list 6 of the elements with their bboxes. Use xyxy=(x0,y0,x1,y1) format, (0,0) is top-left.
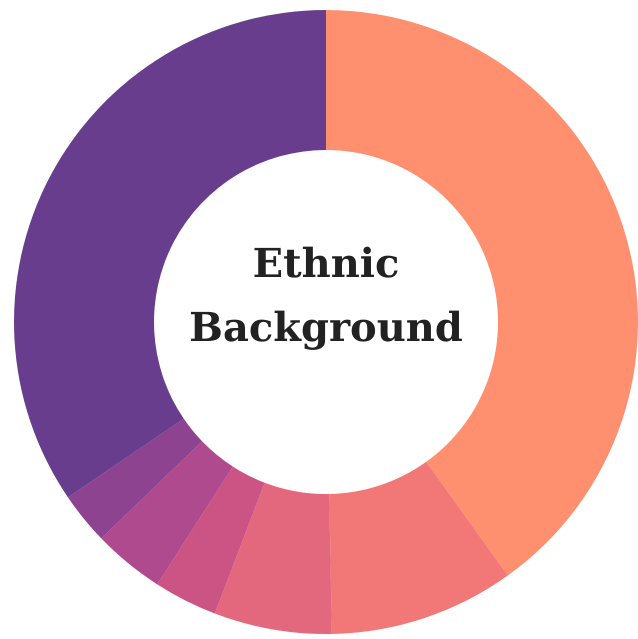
text: Ethnic Background xyxy=(188,239,464,353)
donut-slice xyxy=(214,482,332,634)
donut-slice xyxy=(68,418,202,538)
donut-slice xyxy=(329,462,508,634)
donut-slice xyxy=(157,466,265,614)
donut-slice xyxy=(101,441,233,584)
